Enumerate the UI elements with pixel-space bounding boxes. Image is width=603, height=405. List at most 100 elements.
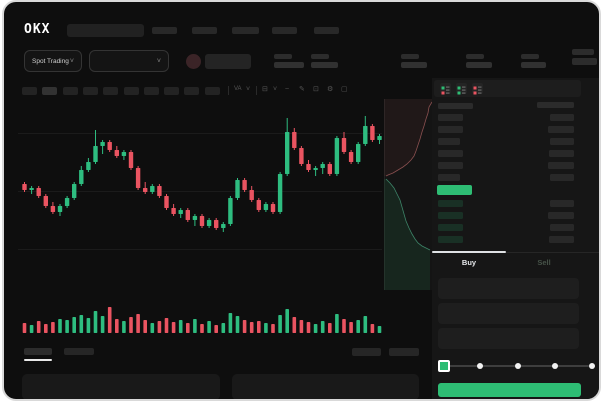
timeframe-button[interactable] <box>103 87 119 95</box>
bid-size-bar <box>549 236 574 243</box>
nav-item-placeholder[interactable] <box>272 27 297 34</box>
ticker-stat-value <box>311 62 338 68</box>
timeframe-button[interactable] <box>143 87 159 95</box>
candle-style-icon[interactable]: ⊟ <box>262 86 268 93</box>
volume-histogram <box>22 307 382 333</box>
ask-price-bar[interactable] <box>438 162 463 169</box>
toolbar-divider <box>256 86 257 95</box>
bid-price-bar[interactable] <box>438 236 463 243</box>
slider-stop[interactable] <box>514 363 521 369</box>
bottom-right-placeholder[interactable] <box>389 348 419 356</box>
header-right-placeholder <box>572 49 594 55</box>
ticker-stat-value <box>521 62 546 68</box>
timeframe-button[interactable] <box>22 87 37 95</box>
slider-stop[interactable] <box>589 363 595 369</box>
timeframe-button[interactable] <box>123 87 139 95</box>
chart-gridline <box>18 133 382 134</box>
draw-icon[interactable]: ✎ <box>299 86 305 93</box>
orderbook-col-header-size <box>537 102 574 108</box>
slider-handle[interactable] <box>438 360 450 372</box>
ask-size-bar <box>550 138 574 145</box>
orderbook-mode-icon[interactable] <box>456 83 467 95</box>
ticker-stat-value <box>466 62 492 68</box>
total-field[interactable] <box>438 328 579 349</box>
ticker-stat-value <box>274 62 304 68</box>
orderbook-header-band <box>434 80 581 97</box>
bottom-tab-underline <box>24 359 52 361</box>
ticker-stat-label <box>521 54 539 59</box>
ask-price-bar[interactable] <box>438 114 463 121</box>
bottom-tab-active[interactable] <box>24 348 52 355</box>
chevron-down-icon: ˅ <box>156 57 161 65</box>
toolbar-divider <box>228 86 229 95</box>
ticker-stat-label <box>274 54 292 59</box>
orders-panel-left <box>22 374 220 399</box>
trade-tabs-divider <box>432 252 599 253</box>
depth-chart <box>384 99 432 290</box>
timeframe-button[interactable] <box>164 87 180 95</box>
candlestick-chart[interactable] <box>18 99 384 292</box>
orderbook-mode-icon[interactable] <box>472 83 483 95</box>
nav-item-placeholder[interactable] <box>192 27 217 34</box>
ticker-stat-label <box>311 54 329 59</box>
last-price-indicator[interactable] <box>437 185 472 195</box>
pair-name-placeholder <box>205 54 251 69</box>
chart-gridline <box>18 249 382 250</box>
tab-buy[interactable]: Buy <box>461 258 477 267</box>
indicator-dropdown-label[interactable]: VA <box>234 86 242 92</box>
slider-stop[interactable] <box>551 363 558 369</box>
chevron-down-icon[interactable]: ˅ <box>246 86 251 93</box>
bid-price-bar[interactable] <box>438 224 463 231</box>
timeframe-button[interactable] <box>62 87 78 95</box>
ask-price-bar[interactable] <box>438 126 463 133</box>
bid-size-bar <box>550 224 574 231</box>
ticker-stat-value <box>401 62 427 68</box>
ask-price-bar[interactable] <box>438 138 460 145</box>
buy-submit-button[interactable] <box>438 383 581 397</box>
tab-sell[interactable]: Sell <box>537 258 551 267</box>
nav-item-placeholder[interactable] <box>314 27 339 34</box>
market-type-label: Spot Trading <box>32 57 69 65</box>
pair-selector-dropdown[interactable]: ˅ <box>89 50 169 72</box>
orderbook-col-header-price <box>438 103 473 109</box>
bid-price-bar[interactable] <box>438 212 463 219</box>
chart-gridline <box>18 191 382 192</box>
timeframe-button[interactable] <box>184 87 200 95</box>
bid-size-bar <box>548 212 574 219</box>
nav-item-placeholder[interactable] <box>232 27 259 34</box>
fullscreen-icon[interactable]: ▢ <box>341 86 348 93</box>
ask-size-bar <box>548 126 574 133</box>
depth-chart-panel <box>384 99 433 290</box>
timeframe-button[interactable] <box>204 87 220 95</box>
bottom-tab[interactable] <box>64 348 94 355</box>
bid-price-bar[interactable] <box>438 200 463 207</box>
price-field[interactable] <box>438 278 579 299</box>
ask-size-bar <box>550 174 574 181</box>
okx-logo: OKX <box>24 22 51 37</box>
ask-price-bar[interactable] <box>438 174 460 181</box>
nav-item-placeholder[interactable] <box>152 27 177 34</box>
settings-icon[interactable]: ⚙ <box>327 86 334 93</box>
ask-size-bar <box>550 114 574 121</box>
header-right-placeholder <box>572 58 597 65</box>
buy-tab-indicator <box>432 251 506 253</box>
timeframe-button[interactable] <box>42 87 58 95</box>
wave-icon[interactable]: ~ <box>285 86 290 93</box>
search-input[interactable] <box>67 24 144 37</box>
camera-icon[interactable]: ⊡ <box>313 86 319 93</box>
ticker-stat-label <box>401 54 419 59</box>
market-type-dropdown[interactable]: Spot Trading ˅ <box>24 50 82 72</box>
ask-size-bar <box>549 150 574 157</box>
ticker-stat-label <box>466 54 484 59</box>
bid-size-bar <box>550 200 574 207</box>
chevron-down-icon[interactable]: ˅ <box>273 86 278 93</box>
slider-stop[interactable] <box>477 363 484 369</box>
timeframe-button[interactable] <box>82 87 98 95</box>
chevron-down-icon: ˅ <box>69 57 74 65</box>
orderbook-mode-icon[interactable] <box>440 83 451 95</box>
ask-price-bar[interactable] <box>438 150 463 157</box>
token-avatar[interactable] <box>186 54 201 69</box>
bottom-right-placeholder[interactable] <box>352 348 381 356</box>
amount-field[interactable] <box>438 303 579 324</box>
